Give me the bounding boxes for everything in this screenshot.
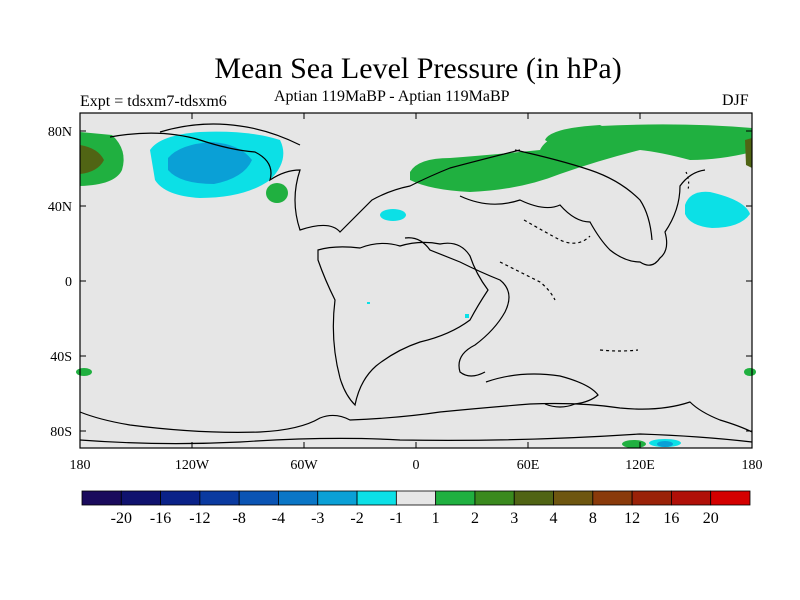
colorbar-label: 8 <box>589 510 597 527</box>
colorbar-label: 20 <box>703 510 719 527</box>
colorbar-swatch <box>356 490 397 506</box>
colorbar-label: -20 <box>111 510 132 527</box>
lat-tick-label: 40S <box>50 350 72 365</box>
coastline-north-america <box>109 132 521 233</box>
coastline-north-america <box>159 123 301 146</box>
colorbar-label: 12 <box>624 510 640 527</box>
colorbar-swatch <box>199 490 240 506</box>
coastline-eurasia <box>459 169 706 266</box>
negative-anomaly-region <box>465 314 469 318</box>
strong-negative-anomaly-region <box>657 441 673 447</box>
colorbar-swatch <box>671 490 712 506</box>
colorbar-label: -3 <box>311 510 324 527</box>
positive-anomaly-region <box>545 125 610 150</box>
colorbar-swatch <box>120 490 161 506</box>
lon-tick-label: 180 <box>70 458 91 473</box>
colorbar-label: -12 <box>189 510 210 527</box>
positive-anomaly-region <box>744 368 756 376</box>
coastline-islands <box>523 219 591 244</box>
anomaly-shading <box>76 124 756 448</box>
strong-negative-anomaly-region <box>168 142 252 184</box>
colorbar-label: 1 <box>432 510 440 527</box>
colorbar-label: -16 <box>150 510 171 527</box>
coastlines <box>79 123 753 445</box>
colorbar-swatch <box>631 490 672 506</box>
coastline-eurasia <box>514 149 653 241</box>
colorbar-label: -8 <box>233 510 246 527</box>
colorbar-label: 4 <box>550 510 558 527</box>
lat-tick-label: 80N <box>48 125 72 140</box>
colorbar-swatch <box>278 490 319 506</box>
lon-tick-label: 120E <box>625 458 655 473</box>
colorbar-label: -4 <box>272 510 285 527</box>
positive-anomaly-region <box>76 368 92 376</box>
colorbar-swatch <box>395 490 437 506</box>
lat-tick-label: 0 <box>65 275 72 290</box>
colorbar-label: 2 <box>471 510 479 527</box>
coastline-antarctica <box>79 401 753 433</box>
colorbar-swatch <box>81 490 122 506</box>
lat-tick-label: 40N <box>48 200 72 215</box>
coastline-africa <box>404 237 510 377</box>
colorbar-swatch <box>435 490 476 506</box>
lon-tick-label: 180 <box>742 458 763 473</box>
lat-tick-label: 80S <box>50 425 72 440</box>
colorbar-swatch <box>592 490 633 506</box>
strong-positive-anomaly-region <box>745 138 752 168</box>
coastline-australia <box>485 373 599 408</box>
colorbar-label: 16 <box>663 510 679 527</box>
lon-tick-label: 60E <box>517 458 540 473</box>
negative-anomaly-region <box>367 302 370 304</box>
subtitle: Aptian 119MaBP - Aptian 119MaBP <box>274 88 510 105</box>
coastline-south-america <box>317 241 489 407</box>
colorbar: -20 -16 -12 -8 -4 -3 -2 -1 1 2 3 4 8 12 16 20 <box>81 490 751 527</box>
map-title: Mean Sea Level Pressure (in hPa) <box>214 52 622 85</box>
colorbar-label: 3 <box>510 510 518 527</box>
colorbar-label: -2 <box>350 510 363 527</box>
season-label: DJF <box>722 92 749 109</box>
colorbar-swatch <box>317 490 358 506</box>
experiment-label: Expt = tdsxm7-tdsxm6 <box>80 93 227 110</box>
positive-anomaly-region <box>410 124 752 192</box>
coastline-antarctica <box>79 433 753 445</box>
lon-tick-label: 0 <box>413 458 420 473</box>
map-axes: 80N 40N 0 40S 80S 180 120W 60W 0 60E 120E 180 <box>48 113 763 473</box>
lon-tick-label: 60W <box>290 458 318 473</box>
colorbar-swatch <box>238 490 279 506</box>
positive-anomaly-region <box>266 183 288 203</box>
negative-anomaly-region <box>380 209 406 221</box>
colorbar-swatch <box>513 490 554 506</box>
coastline-islands <box>599 349 639 352</box>
positive-anomaly-region <box>622 440 646 448</box>
negative-anomaly-region <box>685 191 750 228</box>
colorbar-label: -1 <box>390 510 403 527</box>
coastline-islands <box>685 171 690 191</box>
colorbar-swatch <box>710 490 751 506</box>
colorbar-swatch <box>474 490 515 506</box>
strong-positive-anomaly-region <box>80 145 104 174</box>
colorbar-swatch <box>553 490 594 506</box>
colorbar-swatch <box>160 490 201 506</box>
lon-tick-label: 120W <box>175 458 210 473</box>
coastline-islands <box>499 261 556 301</box>
